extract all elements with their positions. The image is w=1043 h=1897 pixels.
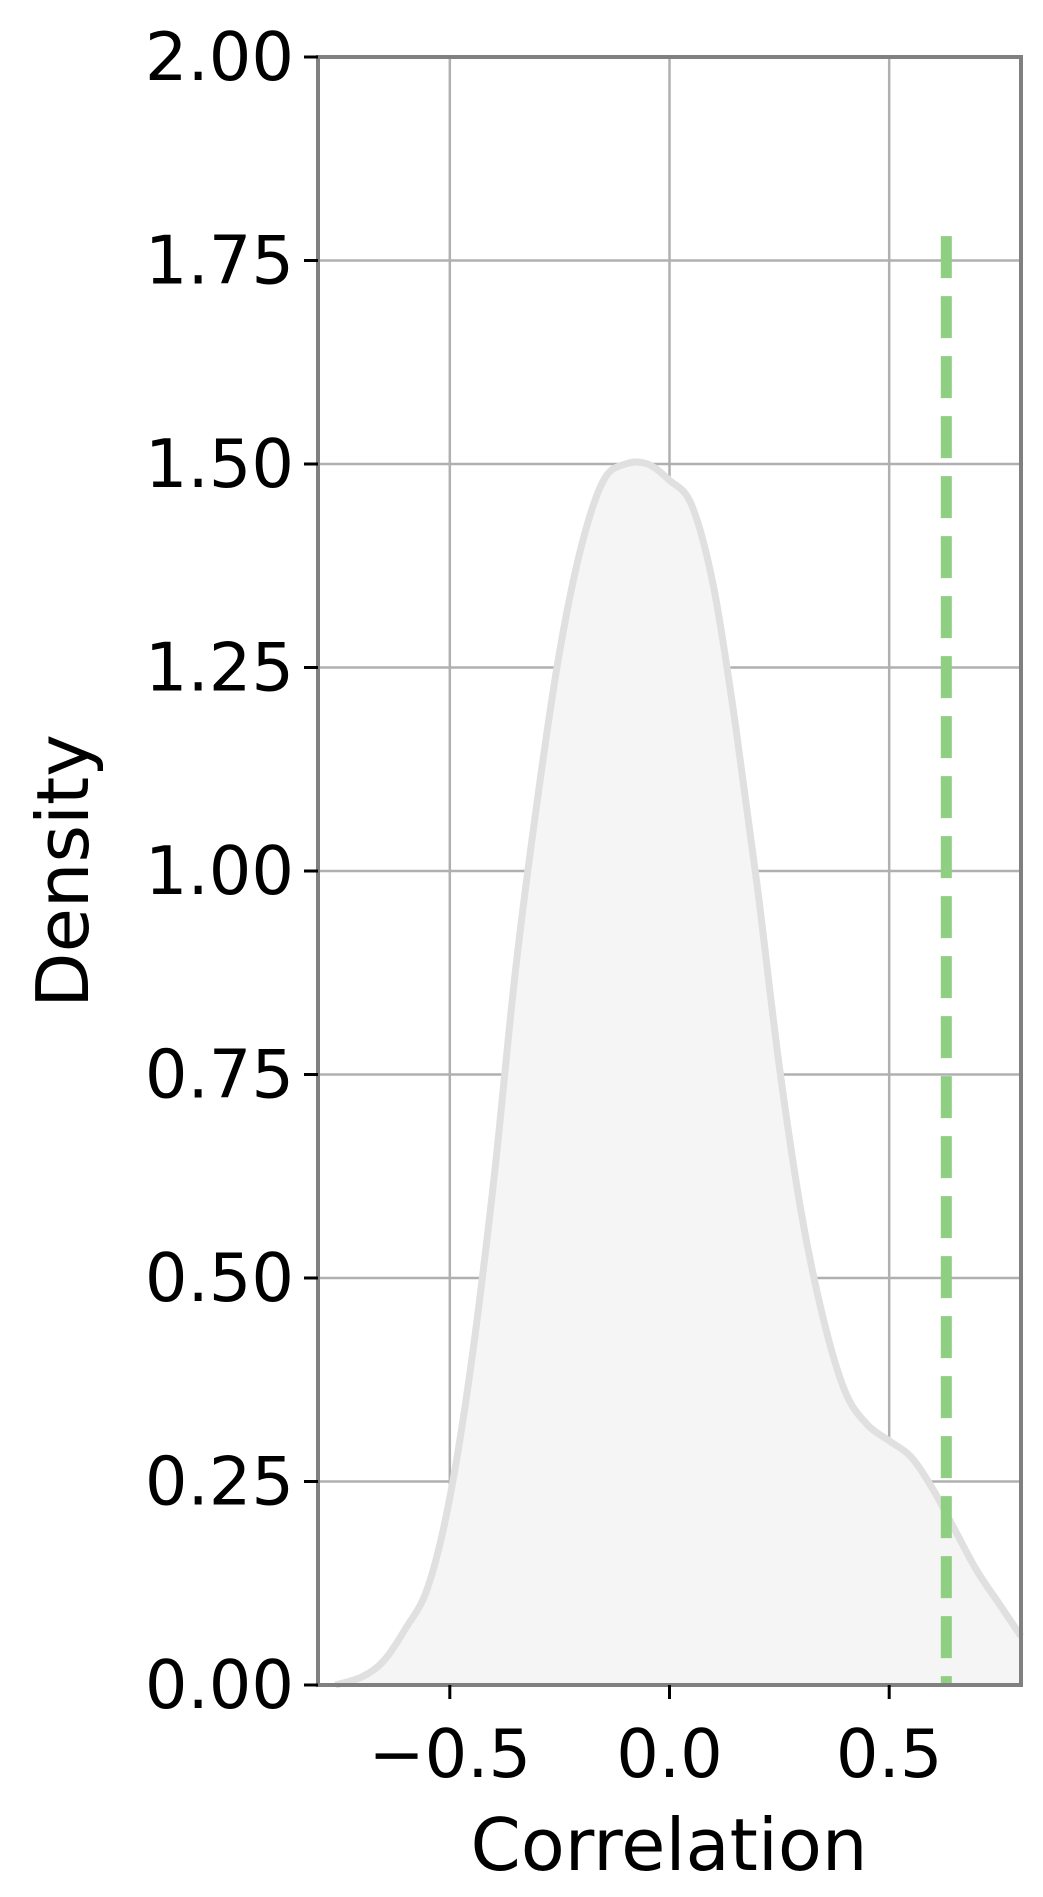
axis-ticks: 0.00 0.25 0.50 0.75 1.00 1.25 1.50 1.75 2.00 −0.5… [145, 18, 943, 1793]
x-axis-title: Correlation [470, 1803, 867, 1887]
y-axis-title: Density [21, 734, 105, 1008]
y-tick-label: 0.25 [145, 1443, 294, 1521]
y-tick-label: 0.75 [145, 1036, 294, 1114]
x-tick-label: 0.5 [836, 1715, 943, 1793]
x-tick-label: −0.5 [368, 1715, 531, 1793]
y-tick-label: 2.00 [145, 18, 294, 96]
y-tick-label: 1.00 [145, 832, 294, 910]
density-fill [335, 461, 1022, 1685]
y-tick-label: 1.75 [145, 222, 294, 300]
y-tick-label: 1.50 [145, 425, 294, 503]
y-tick-label: 0.00 [145, 1646, 294, 1724]
x-tick-label: 0.0 [616, 1715, 723, 1793]
y-tick-label: 0.50 [145, 1239, 294, 1317]
density-curve [334, 458, 1024, 1689]
y-tick-label: 1.25 [145, 629, 294, 707]
